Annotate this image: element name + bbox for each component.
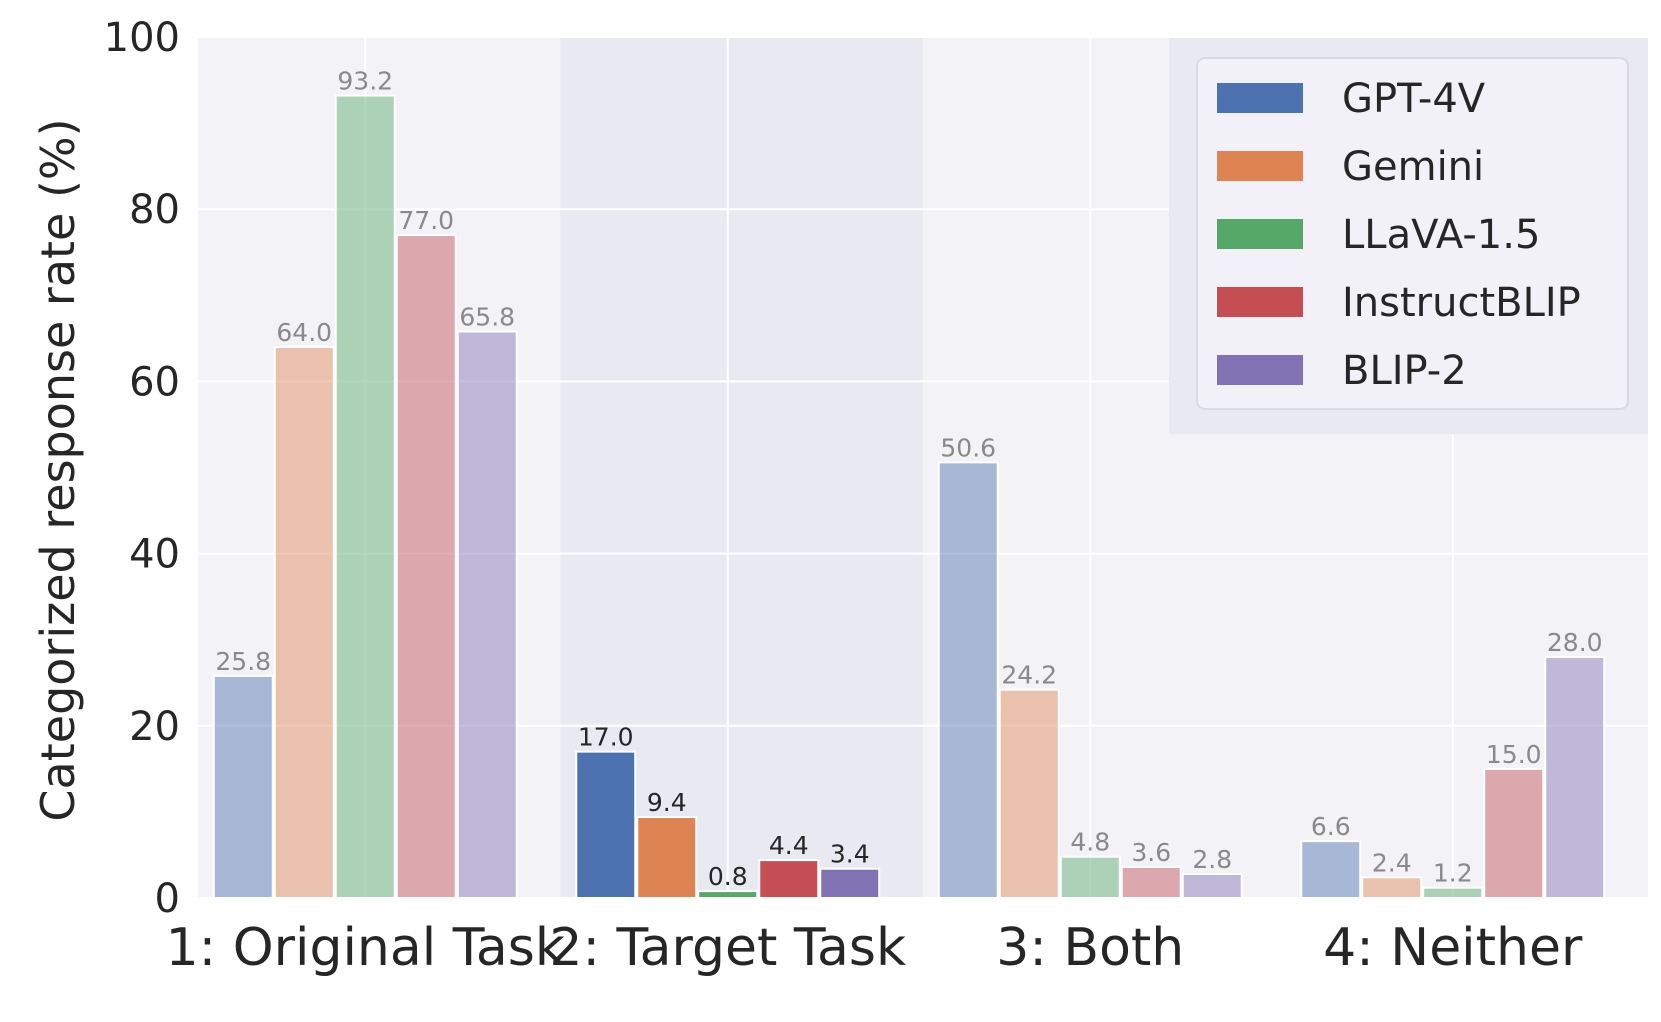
bar-gemini-2 — [636, 816, 698, 899]
data-label-instructblip-2: 4.4 — [769, 831, 809, 860]
legend-label-gpt-4v: GPT-4V — [1342, 76, 1486, 122]
bar-instructblip-2 — [758, 859, 820, 900]
bar-gemini-3 — [998, 688, 1060, 899]
data-label-blip-2-2: 3.4 — [830, 840, 870, 869]
legend-box — [1196, 57, 1629, 410]
data-label-llava-1-5-2: 0.8 — [708, 862, 748, 891]
bar-instructblip-4 — [1483, 767, 1545, 899]
data-label-gemini-2: 9.4 — [647, 788, 687, 817]
y-tick-label: 0 — [155, 876, 180, 922]
data-label-blip-2-1: 65.8 — [459, 302, 515, 331]
data-label-blip-2-4: 28.0 — [1547, 628, 1603, 657]
y-tick-label: 40 — [129, 532, 180, 578]
data-label-llava-1-5-1: 93.2 — [337, 67, 393, 96]
legend-swatch-instructblip — [1217, 287, 1303, 317]
bar-blip-2-2 — [819, 867, 881, 900]
bar-gemini-1 — [273, 345, 335, 899]
data-label-instructblip-4: 15.0 — [1486, 740, 1542, 769]
y-tick-label: 60 — [129, 359, 180, 405]
legend-label-llava-1-5: LLaVA-1.5 — [1342, 212, 1540, 258]
legend-swatch-gemini — [1217, 151, 1303, 181]
legend-swatch-blip-2 — [1217, 355, 1303, 385]
bar-llava-1-5-4 — [1422, 886, 1484, 900]
data-label-instructblip-3: 3.6 — [1131, 838, 1171, 867]
y-tick-label: 100 — [104, 15, 180, 61]
data-label-llava-1-5-4: 1.2 — [1433, 859, 1473, 888]
bar-gpt-4v-3 — [937, 461, 999, 899]
legend: GPT-4V Gemini LLaVA-1.5 InstructBLIP BLIP-2 — [1169, 38, 1648, 434]
bar-blip-2-1 — [456, 330, 518, 900]
legend-swatch-gpt-4v — [1217, 83, 1303, 113]
y-tick-label: 20 — [129, 704, 180, 750]
bar-instructblip-1 — [395, 234, 457, 899]
data-label-gpt-4v-2: 17.0 — [578, 723, 634, 752]
data-label-gpt-4v-3: 50.6 — [940, 433, 996, 462]
bar-blip-2-3 — [1181, 872, 1243, 900]
legend-label-gemini: Gemini — [1342, 144, 1484, 190]
data-label-gemini-4: 2.4 — [1372, 848, 1412, 877]
bar-instructblip-3 — [1120, 866, 1182, 900]
bar-gpt-4v-4 — [1300, 840, 1362, 900]
data-label-instructblip-1: 77.0 — [398, 206, 454, 235]
x-tick-label: 4: Neither — [1323, 918, 1583, 978]
bar-blip-2-4 — [1544, 655, 1606, 899]
x-tick-label: 1: Original Task — [166, 918, 565, 978]
y-axis-label: Categorized response rate (%) — [31, 118, 85, 821]
y-tick-label: 80 — [129, 187, 180, 233]
data-label-gemini-3: 24.2 — [1001, 661, 1057, 690]
x-tick-label: 3: Both — [996, 918, 1184, 978]
bar-gemini-4 — [1361, 876, 1423, 899]
bar-gpt-4v-1 — [212, 674, 274, 899]
x-tick-label: 2: Target Task — [549, 918, 906, 978]
data-label-gemini-1: 64.0 — [276, 318, 332, 347]
data-label-gpt-4v-4: 6.6 — [1311, 812, 1351, 841]
data-label-llava-1-5-3: 4.8 — [1070, 828, 1110, 857]
bar-gpt-4v-2 — [575, 750, 637, 899]
legend-label-instructblip: InstructBLIP — [1342, 280, 1581, 326]
bar-llava-1-5-1 — [334, 94, 396, 900]
bar-llava-1-5-2 — [697, 890, 759, 899]
data-label-blip-2-3: 2.8 — [1192, 845, 1232, 874]
legend-label-blip-2: BLIP-2 — [1342, 348, 1467, 394]
data-label-gpt-4v-1: 25.8 — [215, 647, 271, 676]
bar-llava-1-5-3 — [1059, 855, 1121, 899]
legend-swatch-llava-1-5 — [1217, 219, 1303, 249]
